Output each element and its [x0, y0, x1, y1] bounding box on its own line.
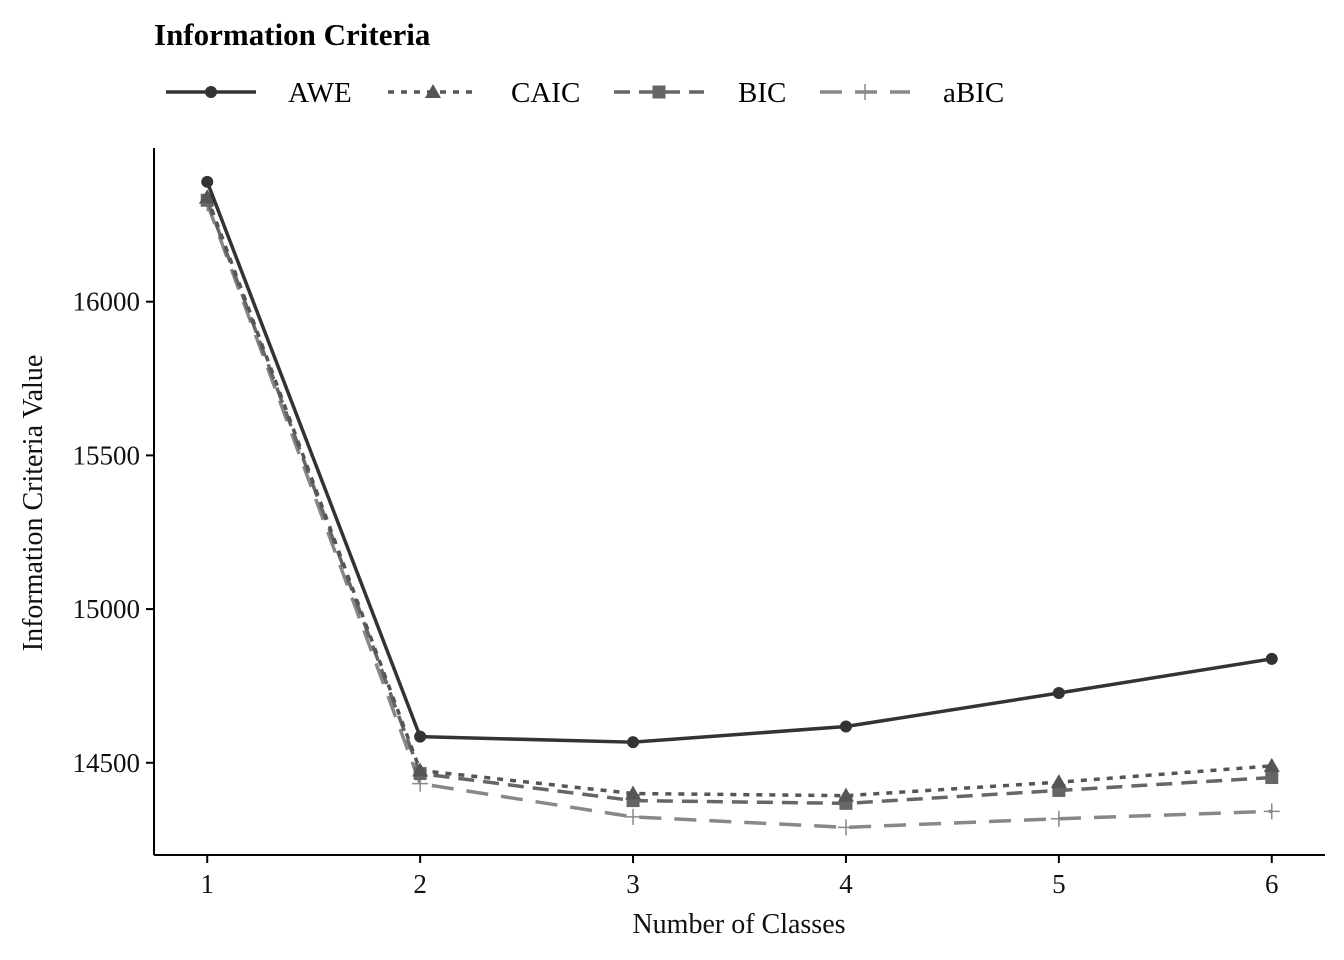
point-caic-5 — [1050, 774, 1067, 789]
point-abic-6 — [1263, 803, 1280, 820]
series-line-awe — [205, 181, 1273, 744]
legend: AWE CAIC BIC aBIC — [166, 77, 1004, 109]
point-abic-3 — [625, 808, 642, 825]
series-line-bic — [205, 199, 1272, 806]
series-awe — [201, 175, 1278, 749]
point-awe-2 — [414, 730, 427, 743]
y-axis-title: Information Criteria Value — [18, 355, 49, 652]
x-tick-label: 2 — [413, 869, 427, 899]
x-tick-label: 3 — [626, 869, 640, 899]
legend-item-abic: aBIC — [820, 77, 1004, 109]
series-caic — [199, 189, 1280, 802]
x-axis-title: Number of Classes — [632, 909, 845, 940]
x-tick-label: 1 — [200, 869, 214, 899]
legend-marker-awe — [205, 86, 217, 98]
point-awe-4 — [839, 720, 852, 733]
point-awe-1 — [201, 175, 214, 188]
legend-marker-abic — [857, 84, 873, 100]
point-awe-6 — [1265, 652, 1278, 665]
point-bic-6 — [1265, 771, 1279, 785]
y-tick-label: 15500 — [73, 440, 141, 470]
y-tick-label: 15000 — [73, 594, 141, 624]
x-tick-label: 6 — [1265, 869, 1279, 899]
series-line-caic — [205, 196, 1272, 798]
legend-item-bic: BIC — [614, 77, 786, 109]
y-tick-label: 14500 — [73, 748, 141, 778]
series-bic — [200, 193, 1279, 810]
point-awe-3 — [627, 736, 640, 749]
chart-title: Information Criteria — [154, 17, 431, 52]
point-caic-2 — [412, 762, 429, 777]
series-group — [199, 175, 1280, 836]
point-abic-4 — [837, 819, 854, 836]
legend-item-awe: AWE — [166, 77, 352, 109]
axes: 14500 15000 15500 16000 1 2 3 4 5 6 — [73, 148, 1325, 899]
legend-label-abic: aBIC — [943, 77, 1004, 109]
legend-marker-bic — [652, 85, 666, 99]
legend-label-awe: AWE — [288, 77, 352, 109]
legend-label-bic: BIC — [738, 77, 786, 109]
series-abic — [199, 195, 1280, 836]
point-caic-6 — [1263, 757, 1280, 772]
series-line-abic — [205, 202, 1272, 830]
legend-marker-caic — [425, 84, 441, 98]
legend-item-caic: CAIC — [388, 77, 580, 109]
point-caic-4 — [837, 787, 854, 802]
y-tick-label: 16000 — [73, 287, 141, 317]
point-caic-1 — [199, 189, 216, 204]
legend-label-caic: CAIC — [511, 77, 580, 109]
point-awe-5 — [1052, 687, 1065, 700]
point-caic-3 — [625, 785, 642, 800]
x-tick-label: 4 — [839, 869, 853, 899]
x-tick-label: 5 — [1052, 869, 1066, 899]
point-abic-5 — [1050, 810, 1067, 827]
